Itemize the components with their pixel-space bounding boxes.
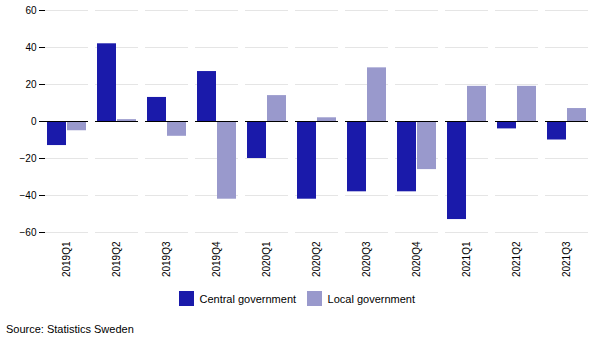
svg-text:2019Q3: 2019Q3 [161,241,172,277]
svg-text:2020Q3: 2020Q3 [361,241,372,277]
svg-text:2021Q1: 2021Q1 [461,241,472,277]
html-text:Central government: Central government [199,292,297,305]
html-text:Source: Statistics Sweden: Source: Statistics Sweden [6,322,134,335]
svg-text:−60: −60 [20,227,37,238]
svg-text:−20: −20 [20,153,37,164]
svg-text:40: 40 [25,42,37,53]
svg-text:20: 20 [25,79,37,90]
svg-text:−40: −40 [20,190,37,201]
svg-text:2019Q1: 2019Q1 [61,241,72,277]
svg-text:2019Q2: 2019Q2 [111,241,122,277]
svg-text:2020Q4: 2020Q4 [411,241,422,277]
svg-text:2020Q2: 2020Q2 [311,241,322,277]
svg-text:2021Q2: 2021Q2 [511,241,522,277]
svg-text:2019Q4: 2019Q4 [211,241,222,277]
svg-text:0: 0 [31,116,37,127]
svg-text:2020Q1: 2020Q1 [261,241,272,277]
html-text:Local government: Local government [327,292,415,305]
svg-text:60: 60 [25,5,37,16]
svg-text:2021Q3: 2021Q3 [561,241,572,277]
